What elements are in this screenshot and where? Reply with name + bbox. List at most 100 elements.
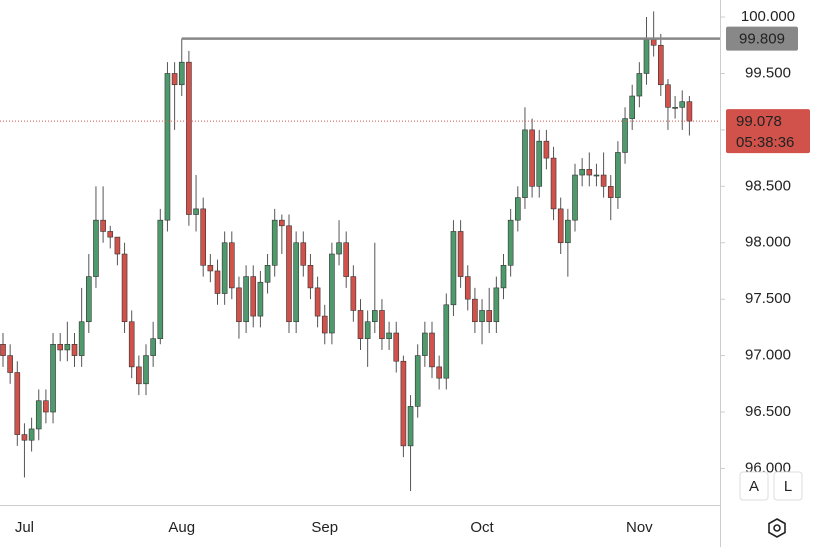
candle-body xyxy=(336,242,342,255)
candle-body xyxy=(393,332,400,362)
candle-body xyxy=(121,253,128,323)
candle-body xyxy=(364,321,371,339)
candle-body xyxy=(157,219,164,339)
candle-body xyxy=(257,281,264,317)
candle-body xyxy=(464,276,471,300)
candle-body xyxy=(186,61,192,215)
candle-body xyxy=(150,338,156,356)
candle-body xyxy=(171,73,178,86)
candle-body xyxy=(193,208,199,215)
candle-body xyxy=(307,265,314,289)
y-tick-label: 98.000 xyxy=(745,234,791,251)
auto-button[interactable] xyxy=(739,471,769,501)
candle-body xyxy=(164,73,171,221)
candle-body xyxy=(314,287,321,317)
log-button-label[interactable]: L xyxy=(784,478,792,495)
auto-button-label[interactable]: A xyxy=(749,478,759,495)
candle-body xyxy=(650,39,657,46)
candle-body xyxy=(629,95,636,119)
candle-body xyxy=(128,321,135,368)
y-tick-label: 97.500 xyxy=(745,290,791,307)
candle-body xyxy=(329,253,335,334)
candle-body xyxy=(522,129,528,198)
candle-body xyxy=(557,208,564,244)
candle-body xyxy=(607,186,614,198)
candle-body xyxy=(114,236,121,255)
y-tick-label: 100.000 xyxy=(741,8,795,25)
candle-body xyxy=(436,366,442,379)
candle-body xyxy=(643,39,650,74)
candle-body xyxy=(236,287,242,323)
candle-body xyxy=(457,231,464,277)
candle-body xyxy=(514,197,521,221)
candle-body xyxy=(221,242,228,294)
candle-body xyxy=(28,428,35,441)
candle-body xyxy=(500,265,507,289)
settings-icon-center[interactable] xyxy=(773,524,781,532)
candle-body xyxy=(279,219,285,227)
candle-body xyxy=(536,140,543,187)
candle-body xyxy=(293,242,299,323)
candle-body xyxy=(300,242,307,266)
candle-body xyxy=(622,118,628,153)
candle-body xyxy=(615,152,621,198)
candle-body xyxy=(21,434,28,441)
candle-body xyxy=(493,287,500,323)
high-line-label: 99.809 xyxy=(739,31,785,48)
candle-body xyxy=(93,219,99,277)
candle-body xyxy=(14,372,21,435)
x-tick-label: Aug xyxy=(168,519,195,536)
x-tick-label: Nov xyxy=(626,519,653,536)
candle-body xyxy=(400,360,407,447)
candle-body xyxy=(379,310,385,339)
candle-body xyxy=(136,366,142,385)
settings-icon[interactable] xyxy=(768,518,786,538)
candle-body xyxy=(35,400,42,430)
candle-body xyxy=(200,208,206,266)
candle-body xyxy=(0,344,6,356)
candle-body xyxy=(350,276,357,311)
candle-body xyxy=(243,276,249,323)
candle-body xyxy=(443,304,450,379)
candle-body xyxy=(657,44,664,86)
candle-body xyxy=(550,157,557,210)
candle-body xyxy=(264,265,271,283)
candle-body xyxy=(586,169,593,176)
candle-body xyxy=(386,332,392,339)
candle-body xyxy=(472,298,478,323)
x-tick-label: Sep xyxy=(311,519,338,536)
candle-body xyxy=(672,107,678,109)
candle-body xyxy=(371,310,378,323)
candle-body xyxy=(250,276,257,317)
candle-body xyxy=(229,242,235,289)
log-button[interactable] xyxy=(773,471,803,501)
candle-body xyxy=(450,231,457,306)
last-price-label: 99.078 xyxy=(736,113,782,130)
candle-body xyxy=(507,219,514,266)
candle-body xyxy=(178,61,185,86)
candle-body xyxy=(271,219,278,266)
candle-body xyxy=(78,321,85,356)
candle-body xyxy=(286,225,292,323)
candle-body xyxy=(479,310,485,323)
y-tick-label: 97.000 xyxy=(745,347,791,364)
candle-body xyxy=(686,101,693,122)
candle-body xyxy=(100,219,106,232)
candle-body xyxy=(357,310,364,339)
candle-body xyxy=(543,140,550,159)
y-tick-label: 99.500 xyxy=(745,64,791,81)
candle-body xyxy=(143,355,149,385)
candle-body xyxy=(343,242,350,277)
y-tick-label: 96.500 xyxy=(745,403,791,420)
settings-button[interactable] xyxy=(768,518,786,538)
countdown-label: 05:38:36 xyxy=(736,134,794,151)
candle-body xyxy=(422,332,428,356)
high-line-label-box xyxy=(726,26,798,51)
y-tick-label: 98.500 xyxy=(745,177,791,194)
candle-body xyxy=(429,332,435,368)
x-tick-label: Jul xyxy=(15,519,34,536)
candle-body xyxy=(43,400,49,413)
candle-body xyxy=(565,219,571,244)
